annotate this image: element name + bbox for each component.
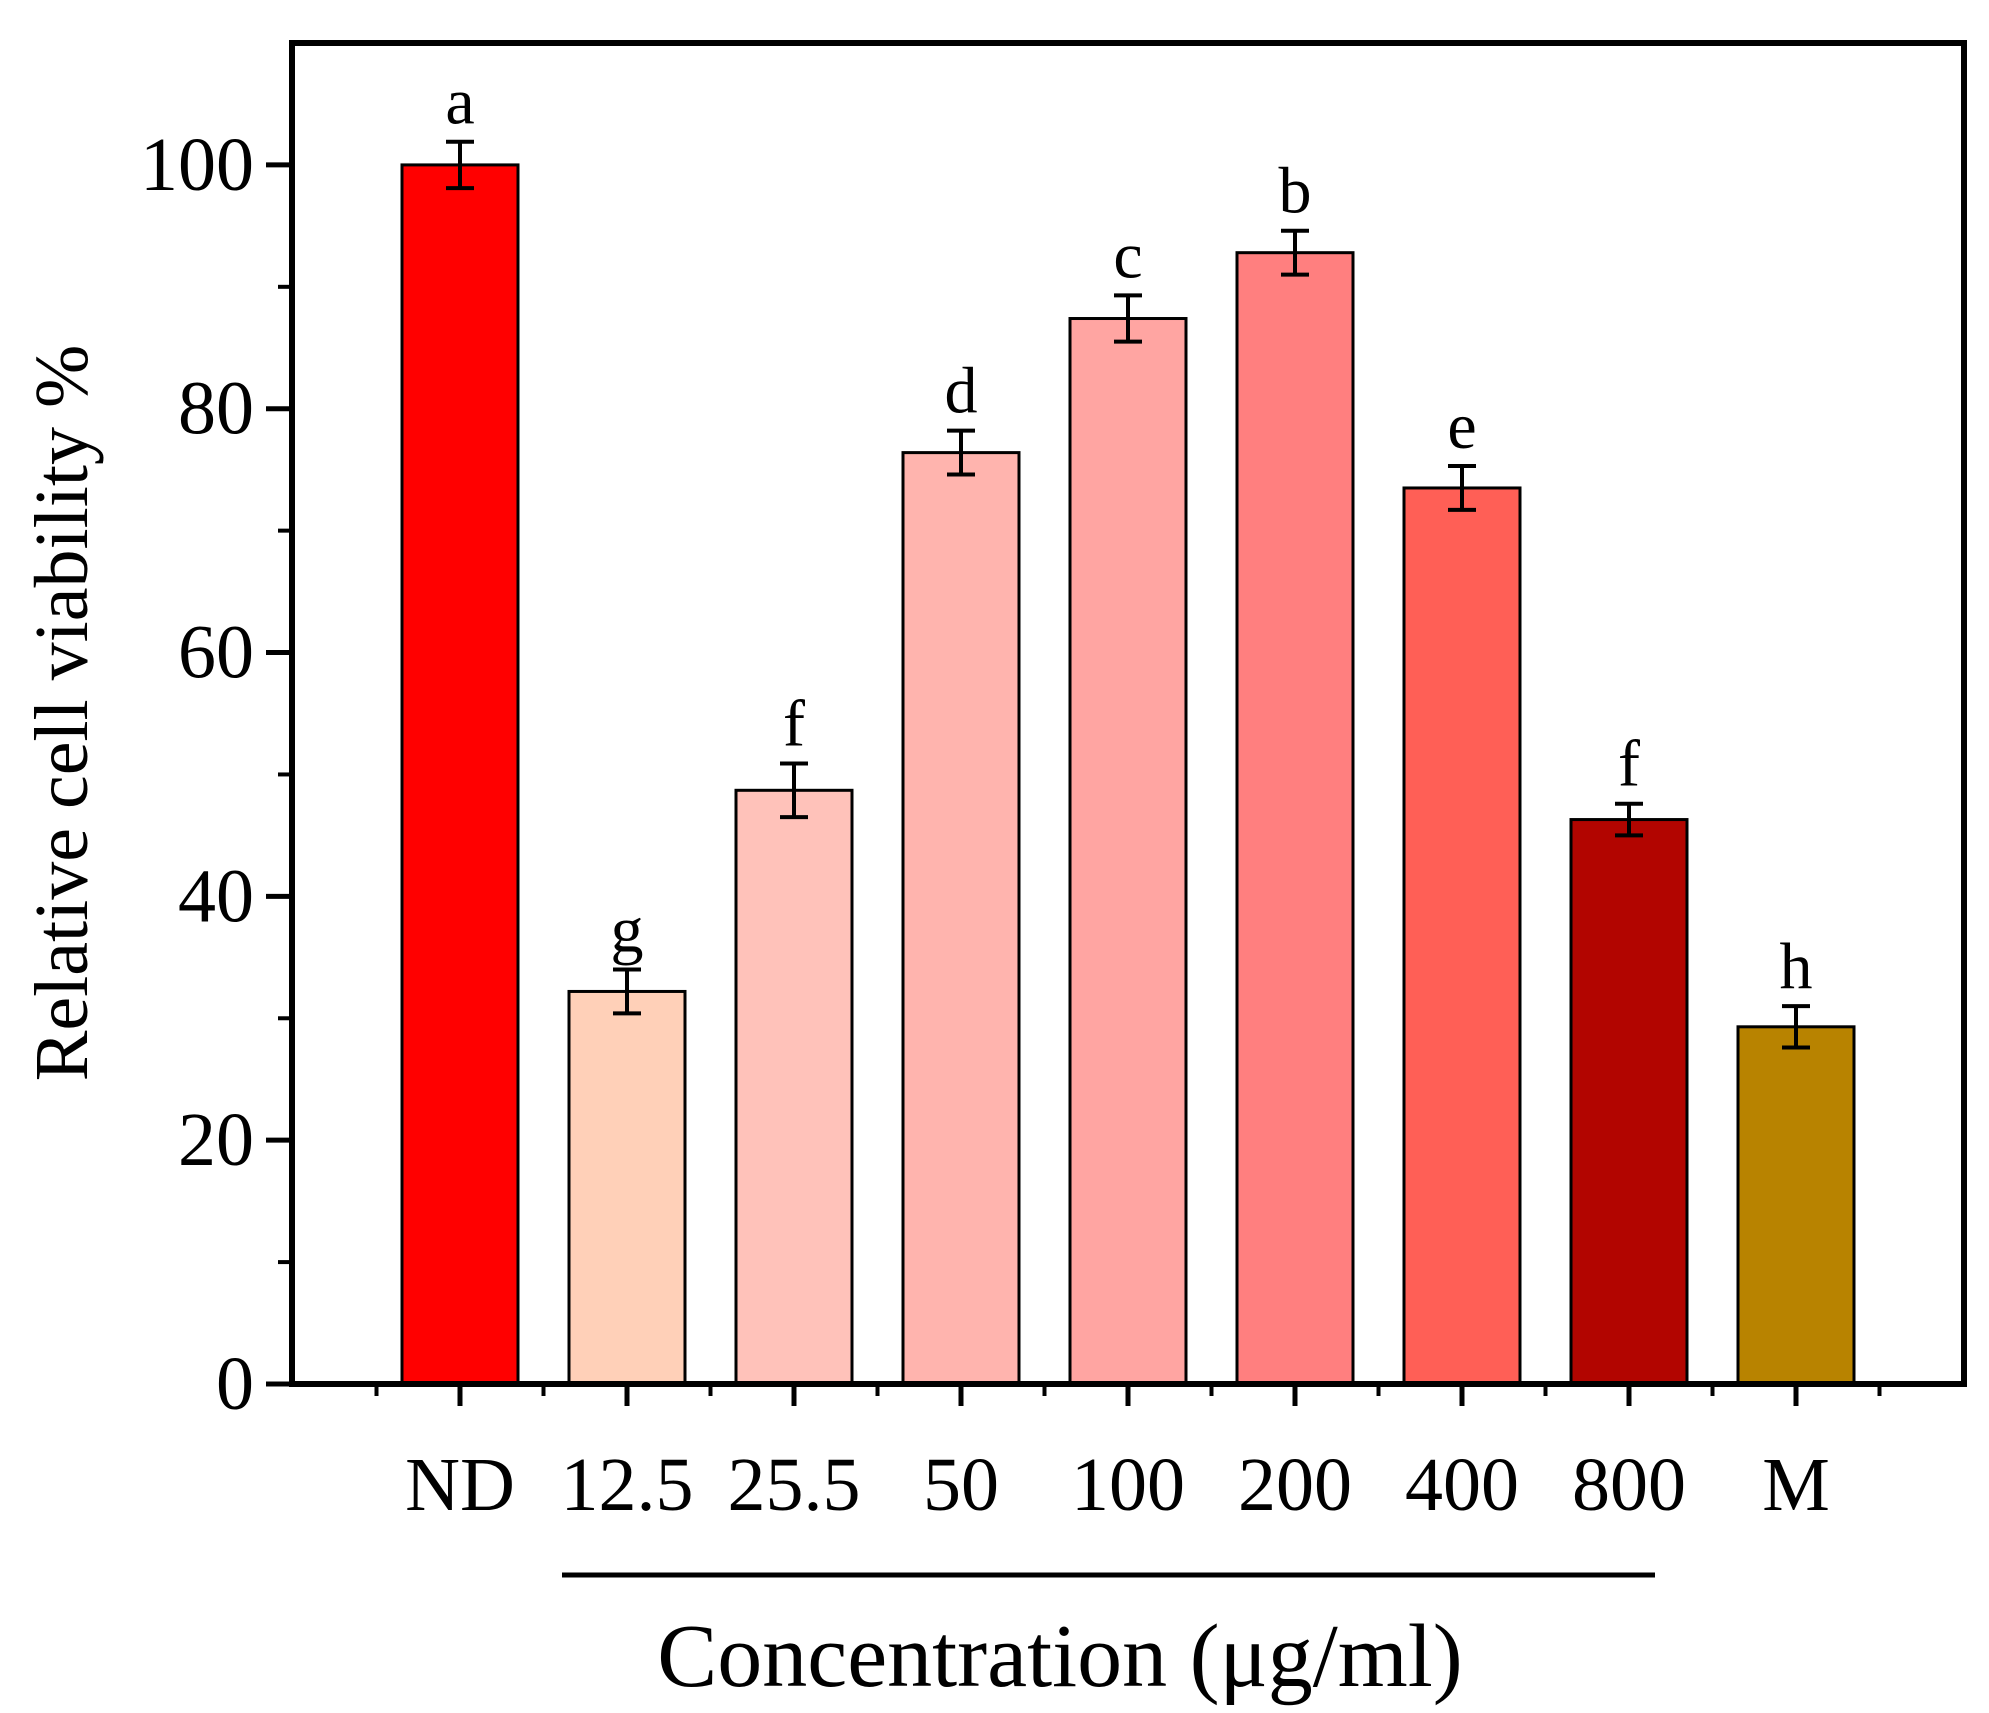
x-tick-label-12.5: 12.5: [561, 1443, 694, 1527]
bar-100: [1068, 317, 1188, 1386]
y-tick-label-80: 80: [178, 367, 254, 451]
error-bars-layer: [446, 139, 1810, 1050]
x-tick-label-400: 400: [1405, 1443, 1519, 1527]
bar-12.5: [567, 989, 687, 1386]
y-tick-label-40: 40: [178, 854, 254, 938]
significance-letter-M: h: [1780, 930, 1813, 1003]
x-tick-label-M: M: [1762, 1443, 1830, 1527]
x-tick-label-50: 50: [923, 1443, 999, 1527]
error-bar-400: [1448, 464, 1476, 512]
bar-50: [901, 451, 1021, 1386]
y-tick-label-0: 0: [216, 1342, 254, 1426]
bar-25.5: [734, 788, 854, 1386]
error-bar-25.5: [780, 761, 808, 820]
x-tick-label-200: 200: [1238, 1443, 1352, 1527]
x-axis-label: Concentration (μg/ml): [657, 1607, 1463, 1706]
significance-letter-12.5: g: [611, 894, 644, 967]
significance-letters-layer: a g f d c b e f h: [445, 66, 1812, 1003]
significance-letter-50: d: [945, 355, 978, 428]
y-axis-label: Relative cell viability %: [20, 345, 104, 1082]
y-tick-label-60: 60: [178, 611, 254, 695]
significance-letter-800: f: [1618, 728, 1640, 801]
y-tick-label-100: 100: [140, 123, 254, 207]
significance-letter-ND: a: [445, 66, 474, 139]
x-tick-label-100: 100: [1071, 1443, 1185, 1527]
bars-layer: [400, 163, 1856, 1386]
error-bar-800: [1615, 801, 1643, 838]
bar-200: [1235, 251, 1355, 1386]
error-bar-200: [1281, 228, 1309, 277]
error-bar-ND: [446, 139, 474, 191]
y-axis-ticks: 0 20 40 60 80 100: [140, 123, 292, 1426]
significance-letter-400: e: [1447, 390, 1476, 463]
error-bar-100: [1114, 293, 1142, 344]
bar-800: [1569, 818, 1689, 1386]
error-bar-12.5: [613, 967, 641, 1016]
y-tick-label-20: 20: [178, 1098, 254, 1182]
x-axis-ticks: ND 12.5 25.5 50 100 200 400 800 M: [374, 1384, 1882, 1527]
error-bar-M: [1782, 1004, 1810, 1050]
bar-ND: [400, 163, 520, 1386]
significance-letter-200: b: [1279, 155, 1312, 228]
bar-M: [1736, 1025, 1856, 1386]
significance-letter-100: c: [1113, 219, 1142, 292]
significance-letter-25.5: f: [783, 687, 805, 760]
x-tick-label-800: 800: [1572, 1443, 1686, 1527]
bar-400: [1402, 486, 1522, 1386]
error-bar-50: [947, 428, 975, 477]
x-tick-label-25.5: 25.5: [728, 1443, 861, 1527]
x-tick-label-ND: ND: [405, 1443, 515, 1527]
